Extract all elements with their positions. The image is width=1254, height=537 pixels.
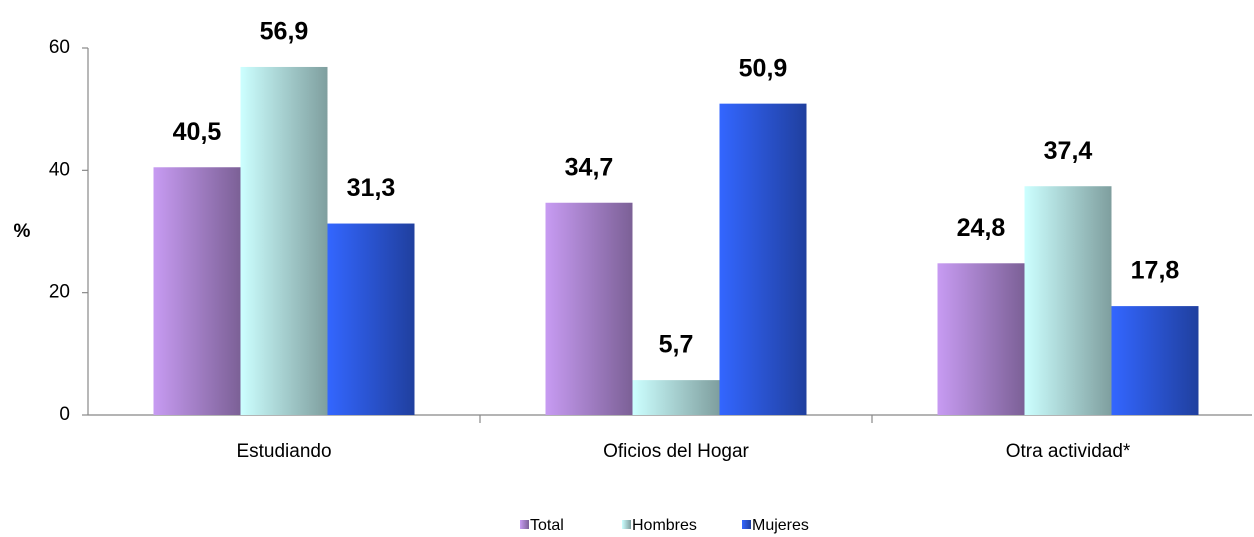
data-label: 17,8 bbox=[1131, 257, 1180, 285]
legend-label: Total bbox=[530, 517, 564, 534]
bar-shade bbox=[545, 202, 633, 415]
data-label: 24,8 bbox=[957, 214, 1006, 242]
y-tick-label: 40 bbox=[49, 159, 70, 180]
data-label: 31,3 bbox=[347, 174, 396, 202]
bar-shade bbox=[153, 167, 241, 415]
data-label: 37,4 bbox=[1044, 137, 1093, 165]
x-tick-label: Oficios del Hogar bbox=[603, 441, 749, 462]
legend-swatch-shade bbox=[520, 520, 529, 529]
bar-shade bbox=[327, 223, 415, 415]
bar-shade bbox=[937, 263, 1025, 415]
data-label: 50,9 bbox=[739, 54, 788, 82]
bar-shade bbox=[632, 380, 720, 415]
y-axis-label: % bbox=[14, 221, 31, 242]
y-tick-label: 20 bbox=[49, 282, 70, 303]
data-label: 40,5 bbox=[173, 118, 222, 146]
data-label: 56,9 bbox=[260, 18, 309, 46]
data-label: 34,7 bbox=[565, 153, 614, 181]
bar-shade bbox=[1111, 306, 1199, 415]
bar-shade bbox=[719, 103, 807, 415]
y-tick-label: 60 bbox=[49, 37, 70, 58]
x-tick-label: Estudiando bbox=[236, 441, 331, 462]
bar-shade bbox=[1024, 186, 1112, 415]
legend-swatch-shade bbox=[742, 520, 751, 529]
data-label: 5,7 bbox=[659, 331, 694, 359]
legend-swatch-shade bbox=[622, 520, 631, 529]
bar-shade bbox=[240, 66, 328, 415]
y-tick-label: 0 bbox=[59, 404, 70, 425]
x-tick-label: Otra actividad* bbox=[1006, 441, 1131, 462]
legend-label: Hombres bbox=[632, 517, 697, 534]
legend-label: Mujeres bbox=[752, 517, 809, 534]
